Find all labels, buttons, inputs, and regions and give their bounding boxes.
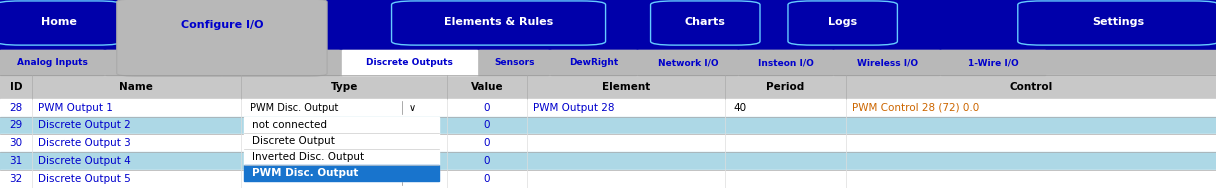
Bar bbox=[727, 102, 794, 113]
Text: Sensors: Sensors bbox=[494, 58, 535, 67]
Text: Wireless I/O: Wireless I/O bbox=[856, 58, 918, 67]
Bar bbox=[0, 50, 1216, 75]
Bar bbox=[223, 50, 339, 75]
Text: Discrete Output 3: Discrete Output 3 bbox=[38, 138, 130, 148]
FancyBboxPatch shape bbox=[1018, 1, 1216, 45]
FancyBboxPatch shape bbox=[0, 1, 122, 45]
FancyBboxPatch shape bbox=[117, 0, 327, 76]
Bar bbox=[941, 50, 1045, 75]
Bar bbox=[0, 117, 1216, 134]
Text: 0: 0 bbox=[484, 103, 490, 113]
Bar bbox=[244, 101, 421, 114]
Text: Logs: Logs bbox=[828, 17, 857, 27]
FancyBboxPatch shape bbox=[788, 1, 897, 45]
Text: Analog Inputs: Analog Inputs bbox=[17, 58, 88, 67]
Text: Name: Name bbox=[119, 82, 153, 92]
Bar bbox=[551, 50, 636, 75]
Text: Discrete Output 4: Discrete Output 4 bbox=[38, 156, 130, 166]
Bar bbox=[834, 50, 939, 75]
Text: Discrete Outputs: Discrete Outputs bbox=[366, 58, 454, 67]
Text: 0: 0 bbox=[484, 138, 490, 148]
Text: PWM Output 28: PWM Output 28 bbox=[533, 103, 614, 113]
Text: Element: Element bbox=[602, 82, 649, 92]
Text: 0: 0 bbox=[484, 121, 490, 130]
Bar bbox=[0, 152, 1216, 170]
Text: not connected: not connected bbox=[252, 120, 327, 130]
Text: 0: 0 bbox=[484, 156, 490, 166]
Text: PWM Disc. Output: PWM Disc. Output bbox=[250, 103, 339, 113]
Text: 31: 31 bbox=[10, 156, 22, 166]
Text: Discrete Output 5: Discrete Output 5 bbox=[38, 174, 130, 184]
Text: Home: Home bbox=[41, 17, 77, 27]
Text: Configure I/O: Configure I/O bbox=[181, 20, 263, 30]
Text: Value: Value bbox=[471, 82, 503, 92]
Text: PWM Disc. Output: PWM Disc. Output bbox=[252, 168, 358, 178]
Text: Discrete Inputs: Discrete Inputs bbox=[242, 58, 321, 67]
Text: Discrete Output 2: Discrete Output 2 bbox=[38, 121, 130, 130]
Text: Type: Type bbox=[331, 82, 358, 92]
Text: Discrete Output: Discrete Output bbox=[252, 136, 334, 146]
Text: 0: 0 bbox=[484, 174, 490, 184]
Bar bbox=[244, 173, 421, 185]
Text: 1-Wire I/O: 1-Wire I/O bbox=[968, 58, 1019, 67]
Text: Network I/O: Network I/O bbox=[658, 58, 719, 67]
Text: 40: 40 bbox=[733, 103, 747, 113]
Bar bbox=[0, 0, 1216, 50]
Text: ID: ID bbox=[10, 82, 22, 92]
Bar bbox=[0, 50, 103, 75]
Text: DewRight: DewRight bbox=[569, 58, 619, 67]
Text: 29: 29 bbox=[10, 121, 22, 130]
Bar bbox=[739, 50, 832, 75]
Text: 32: 32 bbox=[10, 174, 22, 184]
Bar bbox=[0, 99, 1216, 117]
Text: ∨: ∨ bbox=[409, 103, 416, 113]
Text: Control: Control bbox=[1009, 82, 1053, 92]
Text: 28: 28 bbox=[10, 103, 22, 113]
Text: PWM Output 1: PWM Output 1 bbox=[38, 103, 113, 113]
Bar bbox=[0, 75, 1216, 99]
Text: not connected: not connected bbox=[250, 174, 321, 184]
Text: Period: Period bbox=[766, 82, 805, 92]
Bar bbox=[342, 50, 477, 75]
Bar bbox=[244, 165, 439, 181]
Text: Elements & Rules: Elements & Rules bbox=[444, 17, 553, 27]
FancyBboxPatch shape bbox=[392, 1, 606, 45]
Text: Analog Outputs: Analog Outputs bbox=[124, 58, 203, 67]
Text: Settings: Settings bbox=[1092, 17, 1144, 27]
Text: ∨: ∨ bbox=[409, 174, 416, 184]
Bar bbox=[0, 170, 1216, 188]
Text: Insteon I/O: Insteon I/O bbox=[759, 58, 814, 67]
Bar bbox=[638, 50, 737, 75]
Bar bbox=[0, 134, 1216, 152]
Text: PWM Control 28 (72) 0.0: PWM Control 28 (72) 0.0 bbox=[852, 103, 980, 113]
Bar bbox=[244, 117, 439, 181]
FancyBboxPatch shape bbox=[651, 1, 760, 45]
Text: Inverted Disc. Output: Inverted Disc. Output bbox=[252, 152, 364, 162]
Bar bbox=[106, 50, 220, 75]
Text: 30: 30 bbox=[10, 138, 22, 148]
Text: Charts: Charts bbox=[685, 17, 726, 27]
Bar bbox=[479, 50, 548, 75]
